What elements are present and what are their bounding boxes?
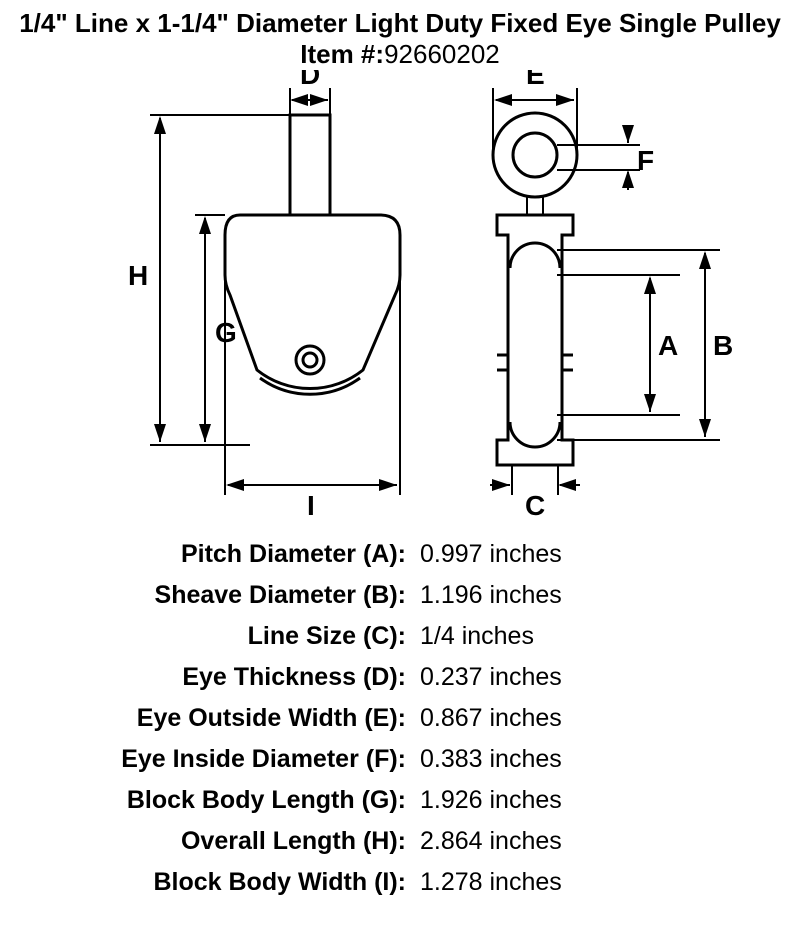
item-number: 92660202	[384, 39, 500, 69]
spec-table: Pitch Diameter (A): 0.997 inches Sheave …	[80, 540, 720, 897]
spec-label: Sheave Diameter (B):	[80, 581, 420, 610]
spec-row: Pitch Diameter (A): 0.997 inches	[80, 540, 720, 569]
spec-value: 0.867 inches	[420, 704, 562, 733]
spec-row: Eye Thickness (D): 0.237 inches	[80, 663, 720, 692]
product-title: 1/4" Line x 1-1/4" Diameter Light Duty F…	[0, 8, 800, 39]
item-line: Item #:92660202	[0, 39, 800, 70]
spec-row: Eye Outside Width (E): 0.867 inches	[80, 704, 720, 733]
dim-f: F	[637, 145, 654, 176]
header: 1/4" Line x 1-1/4" Diameter Light Duty F…	[0, 0, 800, 70]
technical-diagram: D H G I E	[0, 70, 800, 520]
spec-label: Eye Outside Width (E):	[80, 704, 420, 733]
spec-label: Eye Thickness (D):	[80, 663, 420, 692]
spec-row: Eye Inside Diameter (F): 0.383 inches	[80, 745, 720, 774]
spec-label: Pitch Diameter (A):	[80, 540, 420, 569]
spec-row: Sheave Diameter (B): 1.196 inches	[80, 581, 720, 610]
dim-a: A	[658, 330, 678, 361]
dim-d: D	[300, 70, 320, 90]
dim-h: H	[128, 260, 148, 291]
spec-value: 2.864 inches	[420, 827, 562, 856]
spec-label: Block Body Length (G):	[80, 786, 420, 815]
spec-value: 1.196 inches	[420, 581, 562, 610]
spec-value: 1.278 inches	[420, 868, 562, 897]
dim-i: I	[307, 490, 315, 520]
spec-value: 1/4 inches	[420, 622, 534, 651]
spec-label: Block Body Width (I):	[80, 868, 420, 897]
spec-label: Eye Inside Diameter (F):	[80, 745, 420, 774]
spec-row: Overall Length (H): 2.864 inches	[80, 827, 720, 856]
front-view	[225, 115, 400, 437]
spec-label: Line Size (C):	[80, 622, 420, 651]
spec-value: 0.237 inches	[420, 663, 562, 692]
item-label: Item #:	[300, 39, 384, 69]
dim-c: C	[525, 490, 545, 520]
spec-value: 0.997 inches	[420, 540, 562, 569]
spec-row: Line Size (C): 1/4 inches	[80, 622, 720, 651]
spec-value: 0.383 inches	[420, 745, 562, 774]
dim-b: B	[713, 330, 733, 361]
side-view	[493, 113, 577, 465]
spec-label: Overall Length (H):	[80, 827, 420, 856]
spec-row: Block Body Length (G): 1.926 inches	[80, 786, 720, 815]
spec-value: 1.926 inches	[420, 786, 562, 815]
dim-e: E	[526, 70, 545, 90]
spec-row: Block Body Width (I): 1.278 inches	[80, 868, 720, 897]
